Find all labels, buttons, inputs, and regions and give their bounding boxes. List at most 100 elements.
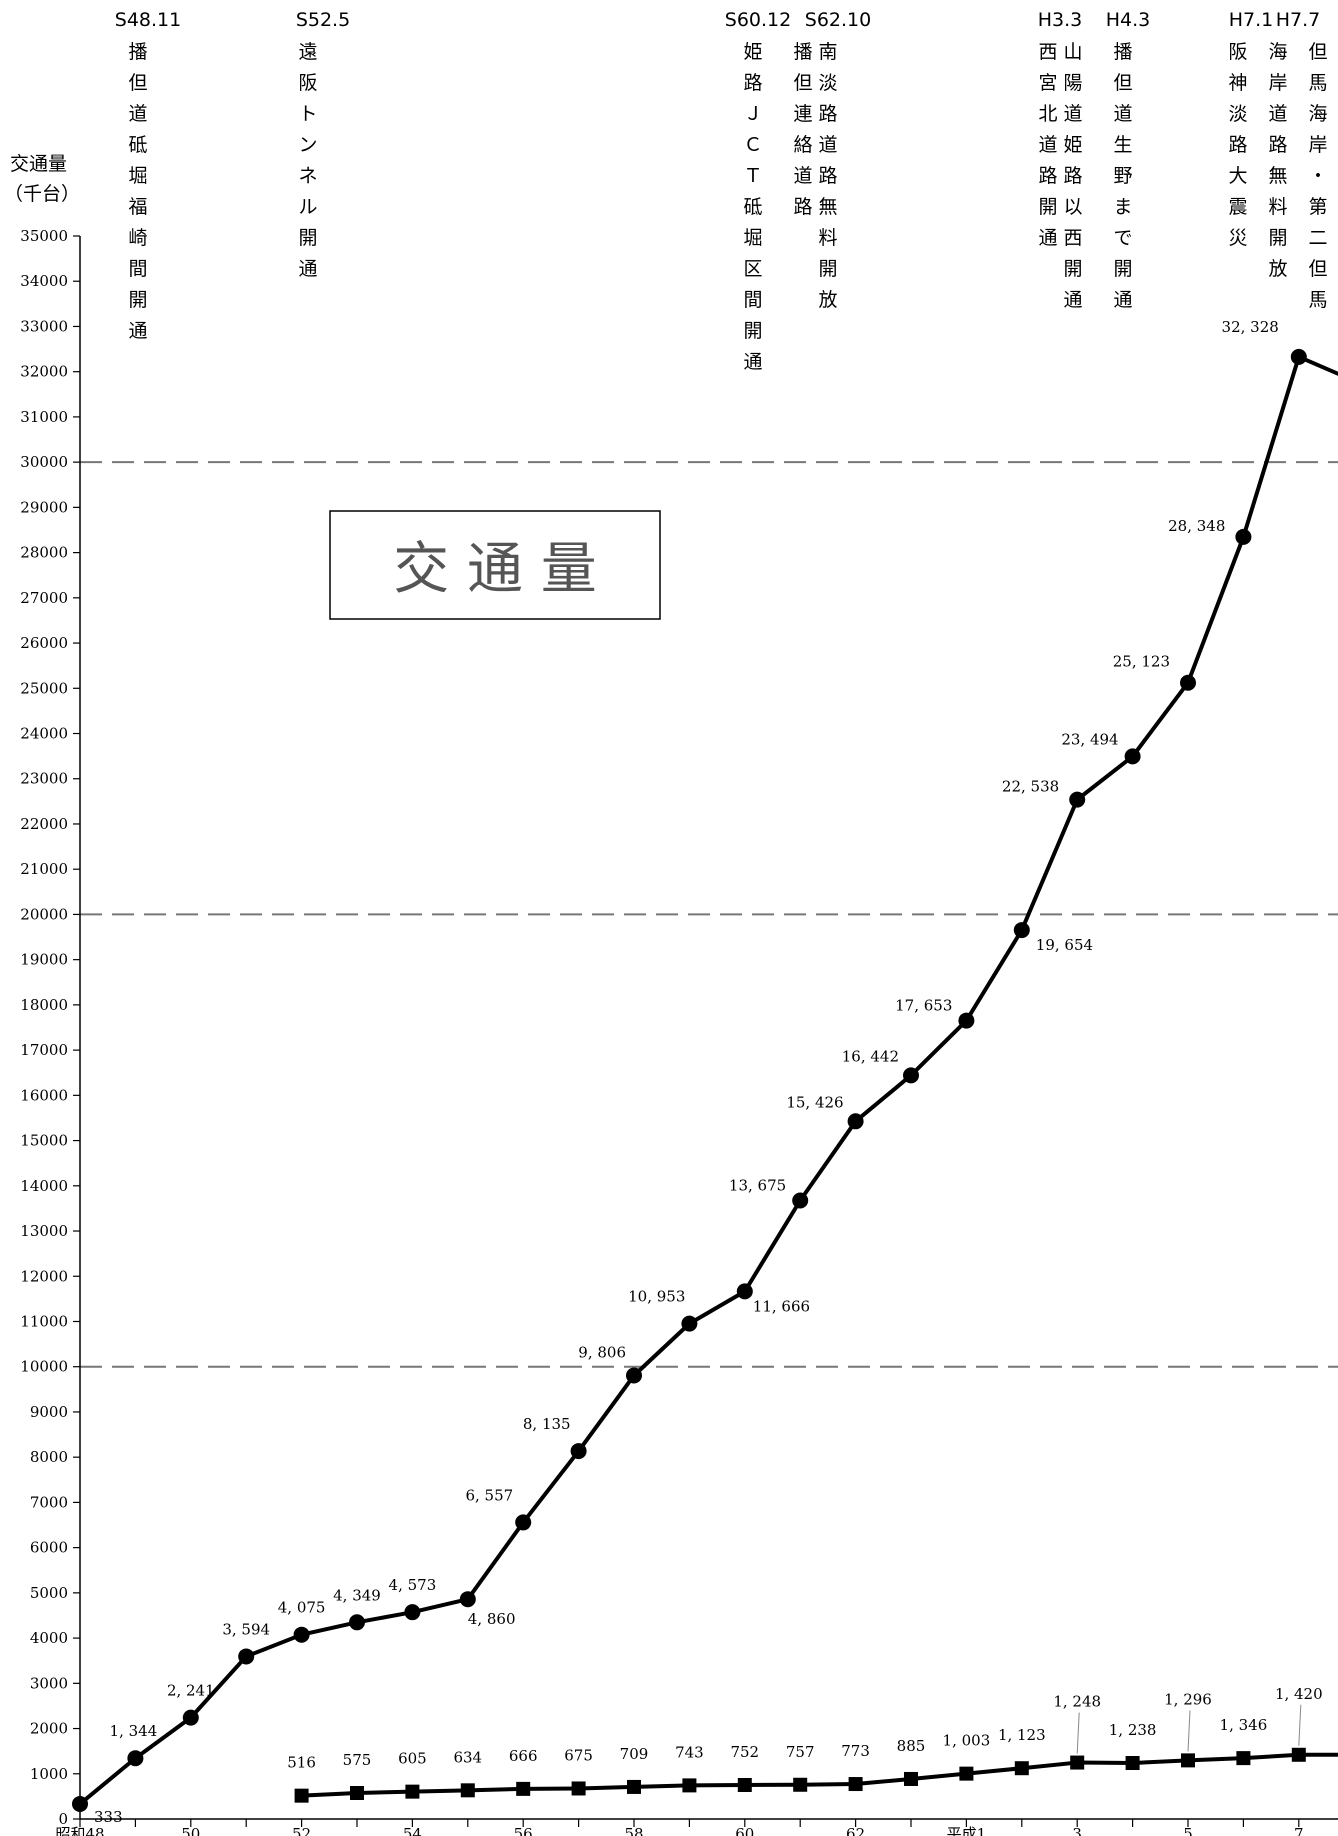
annotation-text: 但馬海岸・第二但馬 <box>1308 41 1327 311</box>
annotation-char: 路 <box>743 72 762 94</box>
annotation-char: 但 <box>1308 41 1327 63</box>
data-label-secondary: 1, 248 <box>1053 1693 1101 1711</box>
data-point-total <box>349 1614 365 1631</box>
data-label-secondary: 575 <box>343 1751 372 1769</box>
data-point-total <box>293 1626 310 1643</box>
y-tick-label: 6000 <box>30 1539 68 1557</box>
data-label-secondary: 675 <box>564 1746 593 1764</box>
annotation-char: 通 <box>1113 289 1132 311</box>
annotation-char: 開 <box>128 289 147 311</box>
x-tick-label: 52 <box>292 1825 311 1836</box>
data-label-total: 4, 349 <box>333 1586 381 1604</box>
annotation-date: S60.12 <box>725 9 791 31</box>
annotation-char: 道 <box>818 134 837 156</box>
data-label-total: 2, 241 <box>167 1682 215 1700</box>
annotation-char: Ｃ <box>743 134 762 156</box>
annotation-char: 岸 <box>1268 72 1287 94</box>
annotation-char: 道 <box>1113 103 1132 125</box>
data-label-secondary: 885 <box>897 1737 926 1755</box>
annotation-text: 播但連絡道路 <box>793 41 812 218</box>
x-tick-label: 50 <box>181 1825 200 1836</box>
annotation-char: 西 <box>1063 227 1082 249</box>
annotation-char: 区 <box>743 258 762 280</box>
data-label-secondary: 605 <box>398 1750 427 1768</box>
y-tick-label: 1000 <box>30 1765 68 1783</box>
gridlines <box>80 461 1338 1368</box>
annotation-char: 通 <box>1063 289 1082 311</box>
data-point-total <box>570 1443 587 1460</box>
data-point-secondary <box>1291 1747 1306 1762</box>
data-point-total <box>1013 922 1030 939</box>
y-tick-label: 5000 <box>30 1584 68 1602</box>
annotation-char: 路 <box>1063 165 1082 187</box>
y-tick-label: 0 <box>58 1810 68 1828</box>
y-tick-label: 32000 <box>20 363 68 381</box>
annotation-date: S62.10 <box>805 9 871 31</box>
x-tick-label: 56 <box>514 1825 533 1836</box>
y-tick-label: 3000 <box>30 1674 68 1692</box>
annotation-char: 播 <box>1113 41 1132 63</box>
data-point-secondary <box>848 1777 863 1792</box>
annotation-date: H7.1 <box>1229 9 1274 31</box>
data-label-secondary: 1, 003 <box>943 1732 991 1750</box>
data-point-secondary <box>516 1781 531 1796</box>
annotation-char: Ｔ <box>743 165 762 187</box>
annotation-char: 道 <box>1063 103 1082 125</box>
event-annotations: S48.11播但道砥堀福崎間開通S52.5遠阪トンネル開通S60.12姫路ＪＣＴ… <box>115 9 1328 373</box>
data-label-secondary: 666 <box>509 1747 538 1765</box>
data-point-total <box>1124 748 1141 765</box>
y-tick-label: 24000 <box>20 725 68 743</box>
annotation-char: で <box>1113 227 1132 249</box>
data-label-secondary: 1, 296 <box>1164 1690 1212 1708</box>
data-label-total: 23, 494 <box>1061 730 1118 748</box>
annotation-char: 料 <box>1268 196 1287 218</box>
annotation-char: 宮 <box>1038 72 1057 94</box>
annotation-char: 路 <box>1268 134 1287 156</box>
annotation-char: 生 <box>1113 134 1132 156</box>
data-label-total: 10, 953 <box>628 1288 685 1306</box>
y-axis: 0 1000 2000 3000 4000 5000 6000 7000 8000 9000 100… <box>20 227 81 1828</box>
data-label-leader <box>1187 1710 1191 1752</box>
annotation-char: 絡 <box>793 134 812 156</box>
annotation-char: 路 <box>1228 134 1247 156</box>
annotation-char: 西 <box>1038 41 1057 63</box>
y-tick-label: 29000 <box>20 498 68 516</box>
y-tick-label: 18000 <box>20 996 68 1014</box>
data-point-total <box>1235 528 1252 545</box>
y-tick-label: 31000 <box>20 408 68 426</box>
x-tick-label: 5 <box>1183 1825 1193 1836</box>
data-point-total <box>626 1367 642 1384</box>
annotation-char: 崎 <box>128 227 147 249</box>
annotation-char: 開 <box>1113 258 1132 280</box>
annotation-char: ル <box>298 196 317 218</box>
data-label-secondary: 1, 346 <box>1220 1716 1268 1734</box>
y-tick-label: 25000 <box>20 679 68 697</box>
data-label-total: 22, 538 <box>1002 778 1059 796</box>
data-point-total <box>182 1709 199 1726</box>
data-point-total <box>127 1750 144 1767</box>
annotation-char: 第 <box>1308 196 1327 218</box>
annotation-char: 開 <box>1038 196 1057 218</box>
data-label-total: 17, 653 <box>895 997 952 1015</box>
data-point-secondary <box>904 1771 918 1786</box>
annotation-char: 通 <box>298 258 317 280</box>
series-layer: 333 1, 344 2, 241 3, 594 4, 075 4, 349 4, 573 4… <box>72 318 1338 1826</box>
annotation-char: 間 <box>128 258 147 280</box>
annotation-char: ま <box>1113 196 1132 218</box>
annotation-char: 海 <box>1308 103 1327 125</box>
x-axis: 昭和48 50 52 54 56 58 60 62 平成1 3 5 7 <box>55 1818 1338 1836</box>
annotation-text: 播但道生野まで開通 <box>1113 41 1132 311</box>
data-label-secondary: 634 <box>453 1748 482 1766</box>
data-label-leader <box>1298 1704 1302 1746</box>
data-point-secondary <box>737 1777 752 1792</box>
annotation-char: ・ <box>1308 165 1327 187</box>
y-tick-label: 10000 <box>20 1358 68 1376</box>
y-axis-title-line-1: 交通量 <box>10 153 67 175</box>
data-label-total: 9, 806 <box>578 1343 626 1361</box>
annotation-char: 開 <box>743 320 762 342</box>
data-label-total: 4, 075 <box>278 1599 326 1617</box>
annotation-char: 阪 <box>1228 41 1247 63</box>
x-tick-label: 60 <box>735 1825 754 1836</box>
y-tick-label: 19000 <box>20 951 68 969</box>
annotation-char: 開 <box>1268 227 1287 249</box>
